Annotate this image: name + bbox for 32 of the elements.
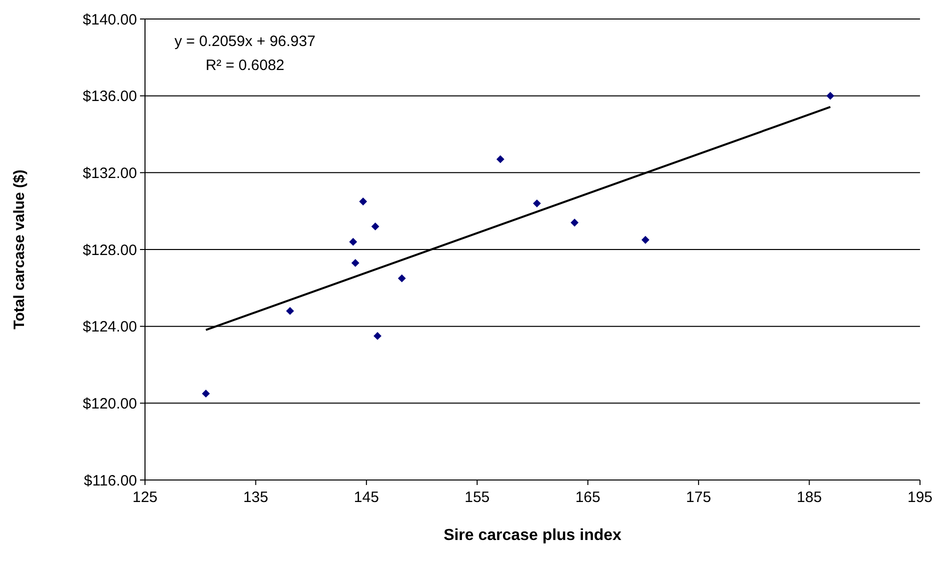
y-axis-title: Total carcase value ($) bbox=[11, 170, 28, 330]
x-tick-label: 195 bbox=[907, 489, 933, 506]
y-tick-label: $120.00 bbox=[82, 395, 137, 412]
y-tick-label: $136.00 bbox=[82, 88, 137, 106]
y-tick-label: $116.00 bbox=[84, 472, 137, 490]
x-tick-label: 155 bbox=[464, 489, 490, 506]
point bbox=[371, 222, 380, 230]
point bbox=[202, 390, 210, 398]
x-tick-label: 125 bbox=[132, 489, 158, 506]
y-tick-label: $128.00 bbox=[82, 242, 137, 259]
x-tick-label: 175 bbox=[686, 489, 712, 506]
point bbox=[374, 332, 382, 340]
point bbox=[351, 258, 360, 267]
y-tick-label: $140.00 bbox=[82, 11, 137, 28]
point bbox=[532, 199, 541, 208]
x-tick-label: 185 bbox=[796, 489, 822, 506]
point bbox=[641, 236, 650, 244]
annotation: R² = 0.6082 bbox=[206, 57, 284, 74]
point bbox=[359, 198, 368, 206]
annotation: y = 0.2059x + 96.937 bbox=[174, 33, 316, 50]
x-tick-label: 135 bbox=[243, 489, 268, 506]
point bbox=[286, 307, 294, 315]
y-tick-label: $132.00 bbox=[82, 164, 137, 182]
x-axis-title: Sire carcase plus index bbox=[444, 527, 622, 544]
x-tick-label: 165 bbox=[575, 489, 600, 506]
x-tick-label: 145 bbox=[354, 489, 379, 506]
point bbox=[826, 92, 834, 100]
point bbox=[570, 218, 579, 227]
point bbox=[496, 155, 504, 164]
point bbox=[349, 238, 358, 246]
point bbox=[398, 274, 406, 282]
y-tick-label: $124.00 bbox=[82, 318, 137, 336]
